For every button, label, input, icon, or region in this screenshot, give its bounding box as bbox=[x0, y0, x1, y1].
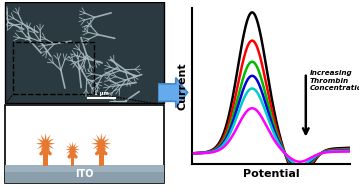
Polygon shape bbox=[65, 141, 80, 158]
Text: ITO: ITO bbox=[75, 169, 94, 179]
Bar bbox=[14, 42, 94, 94]
Bar bbox=[5, 105, 164, 183]
Text: 1 μm: 1 μm bbox=[94, 91, 109, 96]
Bar bbox=[5, 165, 164, 183]
Text: Increasing
Thrombin
Concentration: Increasing Thrombin Concentration bbox=[310, 70, 359, 91]
FancyArrow shape bbox=[158, 78, 188, 108]
Bar bbox=[5, 2, 164, 103]
Y-axis label: Current: Current bbox=[178, 62, 188, 110]
Bar bbox=[5, 165, 164, 172]
Polygon shape bbox=[91, 133, 111, 155]
Bar bbox=[71, 149, 74, 166]
Polygon shape bbox=[36, 133, 56, 155]
X-axis label: Potential: Potential bbox=[243, 169, 299, 179]
Bar bbox=[99, 144, 103, 166]
Bar bbox=[43, 144, 48, 166]
